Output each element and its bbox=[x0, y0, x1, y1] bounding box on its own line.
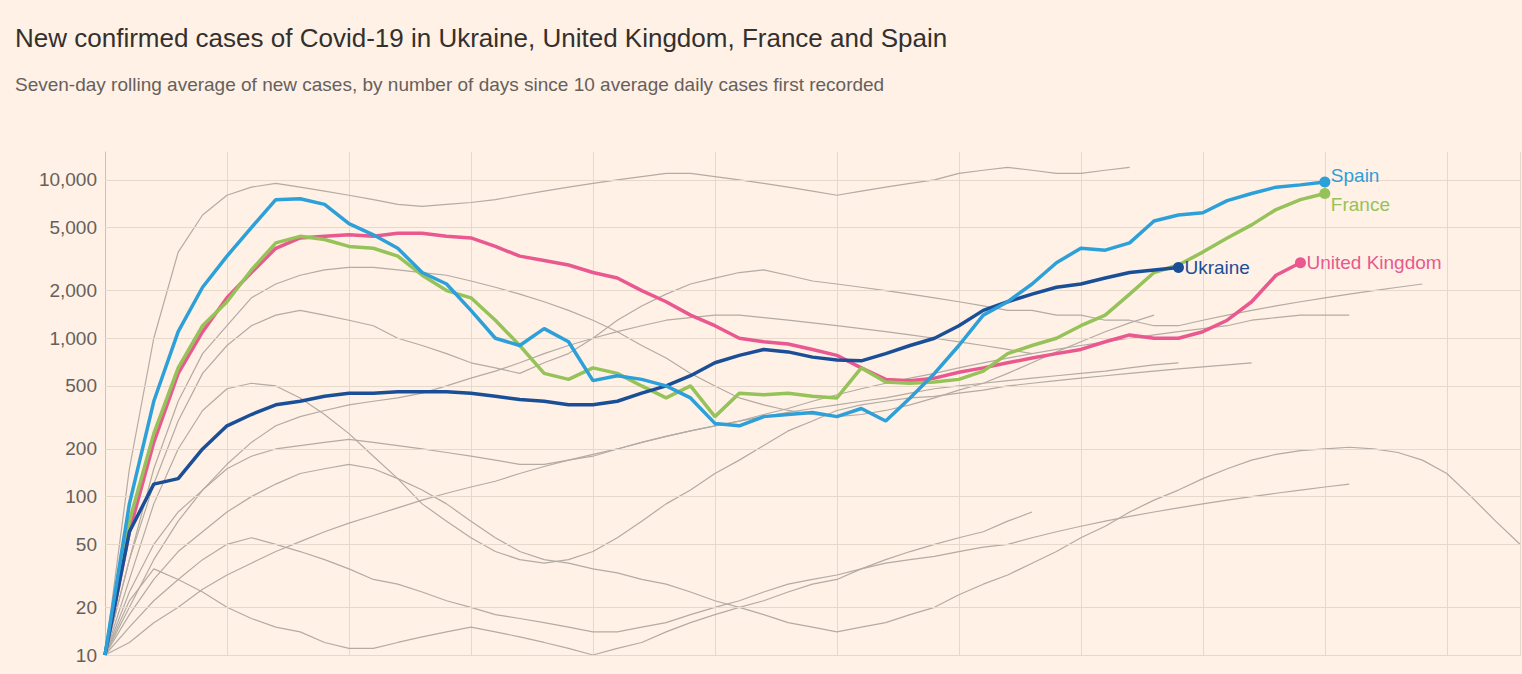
svg-text:Spain: Spain bbox=[1331, 165, 1380, 186]
svg-text:Seven-day rolling average of n: Seven-day rolling average of new cases, … bbox=[15, 74, 884, 95]
svg-text:New confirmed cases of Covid-1: New confirmed cases of Covid-19 in Ukrai… bbox=[15, 23, 947, 53]
svg-text:20: 20 bbox=[76, 597, 97, 618]
svg-text:50: 50 bbox=[76, 534, 97, 555]
svg-text:500: 500 bbox=[65, 375, 97, 396]
svg-text:5,000: 5,000 bbox=[49, 217, 97, 238]
svg-text:Ukraine: Ukraine bbox=[1184, 257, 1249, 278]
svg-text:10: 10 bbox=[76, 645, 97, 666]
svg-text:United Kingdom: United Kingdom bbox=[1306, 252, 1441, 273]
svg-text:200: 200 bbox=[65, 438, 97, 459]
svg-text:2,000: 2,000 bbox=[49, 280, 97, 301]
svg-text:100: 100 bbox=[65, 486, 97, 507]
svg-text:1,000: 1,000 bbox=[49, 328, 97, 349]
svg-text:France: France bbox=[1331, 194, 1390, 215]
svg-text:10,000: 10,000 bbox=[39, 169, 97, 190]
